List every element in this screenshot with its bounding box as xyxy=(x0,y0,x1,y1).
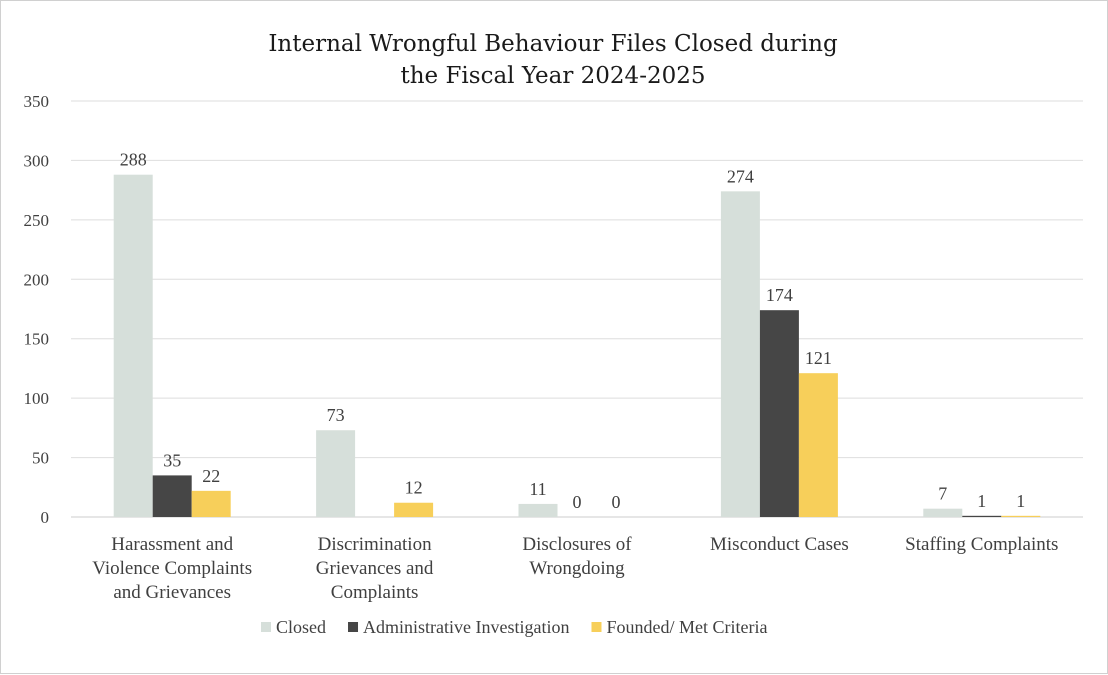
legend-item: Closed xyxy=(276,617,326,637)
data-label: 35 xyxy=(163,450,181,470)
chart-title-line-1: Internal Wrongful Behaviour Files Closed… xyxy=(268,31,838,57)
legend-swatch xyxy=(348,622,359,632)
category-label: Misconduct Cases xyxy=(710,534,849,555)
data-label: 1 xyxy=(977,491,986,511)
data-label: 0 xyxy=(573,492,582,512)
bar xyxy=(759,310,799,517)
bar xyxy=(518,503,558,517)
x-axis-categories: Harassment and Violence Complaints and Gri… xyxy=(92,534,1058,603)
y-tick-label: 300 xyxy=(24,151,50,170)
legend-item: Administrative Investigation xyxy=(363,617,569,637)
bars xyxy=(113,174,1041,518)
category-label: Wrongdoing xyxy=(529,558,625,579)
bar xyxy=(316,430,356,517)
category-label: Violence Complaints xyxy=(92,558,252,579)
legend: Closed Administrative Investigation Founde… xyxy=(261,617,767,637)
bar xyxy=(152,475,192,517)
data-label: 12 xyxy=(405,478,423,498)
data-label: 274 xyxy=(727,166,754,186)
data-label: 174 xyxy=(766,285,793,305)
category-label: Harassment and xyxy=(111,534,233,555)
category-label: Grievances and xyxy=(316,558,434,579)
y-axis-ticks: 0 50 100 150 200 250 300 350 xyxy=(24,92,50,527)
category-label: Disclosures of xyxy=(522,534,632,555)
y-tick-label: 50 xyxy=(32,449,49,468)
category-label: Discrimination xyxy=(318,534,432,555)
bar xyxy=(113,174,153,518)
data-label: 0 xyxy=(612,492,621,512)
category-label: Complaints xyxy=(331,582,419,603)
bar xyxy=(962,515,1002,517)
y-tick-label: 200 xyxy=(24,270,50,289)
category-label: and Grievances xyxy=(113,582,231,603)
data-label: 1 xyxy=(1016,491,1025,511)
data-label: 121 xyxy=(805,348,832,368)
bar xyxy=(720,191,760,517)
y-tick-label: 250 xyxy=(24,211,50,230)
y-tick-label: 100 xyxy=(24,389,50,408)
legend-swatch xyxy=(591,622,602,632)
gridlines xyxy=(71,100,1083,518)
data-label: 7 xyxy=(938,484,947,504)
data-label: 22 xyxy=(202,466,220,486)
bar xyxy=(191,490,231,517)
category-label: Staffing Complaints xyxy=(905,534,1058,555)
data-label: 73 xyxy=(327,405,345,425)
y-tick-label: 150 xyxy=(24,330,50,349)
chart-title-line-2: the Fiscal Year 2024-2025 xyxy=(400,63,705,89)
bar xyxy=(923,508,963,517)
legend-swatch xyxy=(261,622,271,632)
data-label: 11 xyxy=(529,479,546,499)
bar xyxy=(798,373,838,517)
bar xyxy=(1001,515,1041,517)
legend-item: Founded/ Met Criteria xyxy=(606,617,767,637)
y-tick-label: 0 xyxy=(41,508,50,527)
data-label: 288 xyxy=(120,150,147,170)
y-tick-label: 350 xyxy=(24,92,50,111)
bar xyxy=(394,502,434,517)
